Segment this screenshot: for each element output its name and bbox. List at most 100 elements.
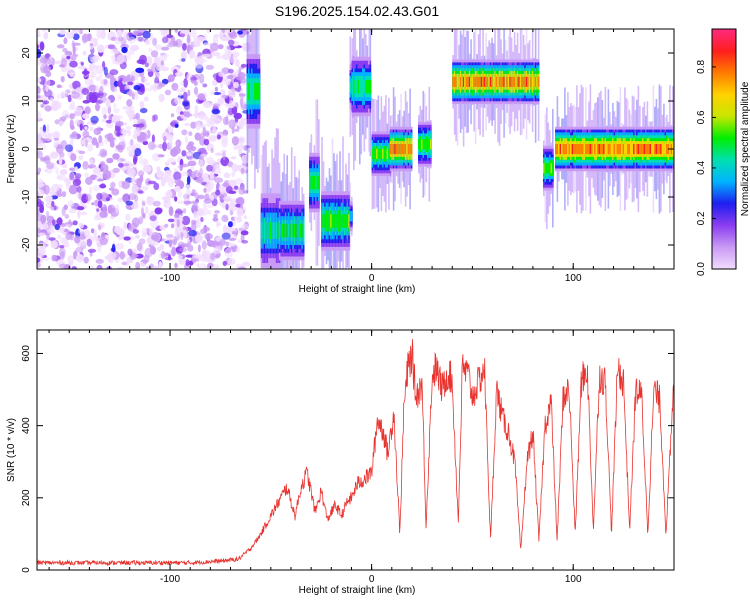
noise-cell [228, 68, 234, 74]
noise-cell [99, 72, 104, 79]
segment-cell [591, 144, 593, 155]
noise-cell [173, 218, 178, 227]
noise-cell [213, 103, 220, 108]
noise-cell [232, 231, 236, 235]
spectrogram-y-axis-label: Frequency (Hz) [6, 115, 17, 184]
noise-cell [96, 208, 100, 212]
segment-cell [428, 139, 431, 150]
noise-cell [233, 128, 240, 132]
segment-cell [536, 76, 538, 87]
segment-cell [397, 144, 399, 155]
noise-cell [175, 38, 183, 48]
noise-cell [216, 220, 220, 228]
noise-cell [109, 69, 119, 76]
noise-cell [198, 110, 205, 118]
noise-cell [89, 42, 94, 47]
segment-cell [552, 163, 554, 174]
segment-cell [531, 76, 534, 87]
noise-cell [72, 178, 82, 187]
segment-cell [546, 163, 548, 174]
noise-cell [126, 167, 136, 177]
noise-cell [132, 30, 139, 36]
noise-cell [100, 164, 109, 173]
noise-cell [133, 84, 141, 91]
noise-cell [177, 200, 185, 204]
segment-cell [272, 222, 275, 239]
noise-cell [96, 126, 102, 135]
noise-cell [176, 88, 182, 93]
noise-cell [122, 193, 131, 203]
noise-cell [183, 200, 192, 205]
segment-cell [494, 76, 496, 87]
segment-cell [407, 144, 410, 155]
noise-cell [185, 259, 190, 267]
noise-cell [153, 182, 160, 191]
noise-cell [231, 126, 235, 134]
noise-cell [156, 246, 162, 252]
noise-cell [83, 256, 89, 264]
noise-cell [237, 239, 242, 243]
noise-cell [168, 238, 173, 248]
noise-cell [238, 120, 246, 126]
colorbar-gradient [711, 28, 737, 270]
noise-cell [96, 192, 103, 200]
noise-cell [240, 63, 247, 68]
noise-cell [80, 140, 86, 145]
noise-cell [133, 156, 137, 165]
noise-cell [193, 35, 197, 42]
segment-cell [287, 223, 290, 238]
segment-cell [403, 144, 405, 155]
noise-cell [139, 155, 143, 165]
noise-cell [37, 130, 46, 137]
noise-cell [210, 91, 215, 95]
segment-cell [302, 223, 305, 238]
noise-cell [195, 110, 199, 118]
noise-cell [161, 36, 169, 44]
noise-cell [203, 42, 212, 46]
segment-cell [616, 144, 619, 155]
noise-cell [89, 186, 93, 194]
segment-cell [550, 163, 553, 174]
segment-cell [258, 83, 261, 100]
segment-cell [476, 76, 478, 87]
noise-cell [82, 33, 90, 43]
segment-cell [544, 163, 547, 174]
segment-cell [521, 76, 523, 87]
noise-cell [75, 254, 84, 263]
noise-cell [203, 138, 210, 146]
segment-cell [251, 83, 253, 100]
noise-cell [218, 72, 225, 77]
noise-cell [190, 121, 197, 129]
segment-cell [395, 144, 398, 155]
noise-cell [223, 195, 232, 202]
noise-cell [183, 111, 188, 117]
segment-cell [456, 76, 459, 87]
noise-cell [79, 211, 88, 216]
colorbar-tick-label: 0.4 [696, 161, 707, 175]
noise-cell [220, 156, 230, 167]
noise-cell [199, 158, 204, 169]
noise-cell [170, 148, 178, 157]
segment-cell [455, 76, 457, 87]
segment-cell [363, 79, 366, 94]
segment-cell [470, 76, 472, 87]
segment-cell [337, 214, 340, 228]
segment-cell [465, 76, 468, 87]
segment-cell [528, 76, 531, 87]
y-tick-label: 0 [21, 567, 32, 573]
y-tick-label: 10 [21, 95, 32, 107]
segment-cell [354, 79, 357, 94]
noise-cell [113, 107, 120, 114]
segment-cell [492, 76, 495, 87]
noise-cell [96, 171, 103, 179]
segment-cell [268, 222, 270, 239]
noise-cell [87, 143, 94, 152]
segment-cell [406, 144, 408, 155]
segment-cell [331, 214, 334, 228]
noise-cell [101, 151, 107, 156]
noise-cell [65, 144, 74, 152]
noise-cell [228, 119, 236, 130]
segment-cell [637, 144, 640, 155]
noise-cell [37, 150, 43, 159]
segment-cell [249, 83, 252, 100]
